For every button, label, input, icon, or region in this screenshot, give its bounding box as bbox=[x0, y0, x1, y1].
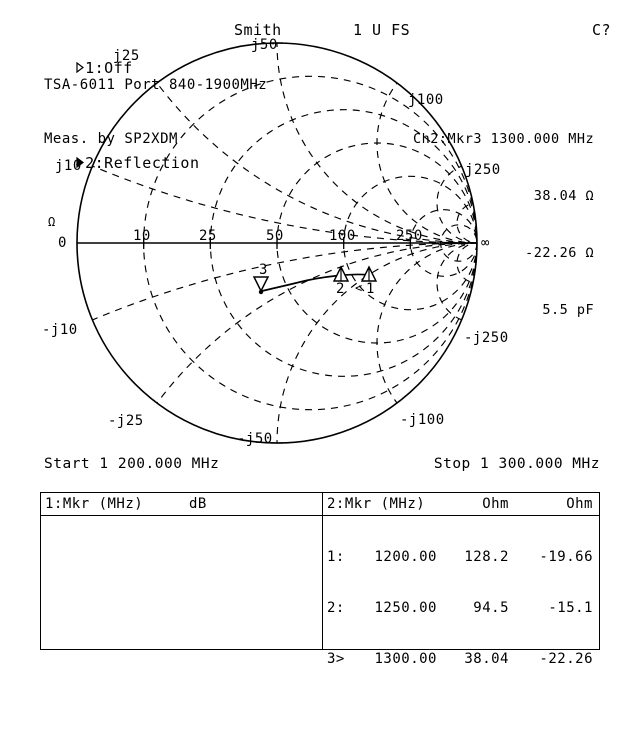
smith-real-label-10: 10 bbox=[133, 228, 151, 244]
smith-chart-canvas bbox=[76, 42, 478, 444]
smith-imag-label-neg-j25: -j25 bbox=[108, 413, 144, 429]
smith-real-label-50: 50 bbox=[266, 228, 284, 244]
marker-table-2-header-freq: 2:Mkr (MHz) bbox=[327, 496, 426, 512]
trace-marker-1-label: 1 bbox=[366, 281, 375, 297]
smith-imag-label-j25: j25 bbox=[113, 48, 140, 64]
table-row[interactable]: 3> 1300.00 38.04 -22.26 bbox=[323, 650, 599, 669]
marker-table-2-header-ohm-imag: Ohm bbox=[566, 496, 593, 512]
scale-label[interactable]: 1 U FS bbox=[353, 21, 411, 39]
smith-imag-label-j100: j100 bbox=[408, 92, 444, 108]
format-label[interactable]: Smith bbox=[234, 21, 282, 39]
smith-unit-label: Ω bbox=[48, 215, 56, 229]
status-block: 1:Off 2:Reflection bbox=[38, 2, 200, 211]
table-row[interactable]: 2: 1250.00 94.5 -15.1 bbox=[323, 599, 599, 618]
marker-table-2-header-ohm-real: Ohm bbox=[482, 496, 509, 512]
channel-row-2[interactable]: 2:Reflection bbox=[38, 135, 200, 192]
chart-caption: TSA-6011 Port 840-1900MHz Meas. by SP2XD… bbox=[44, 40, 267, 166]
row-1-index: 2: bbox=[327, 600, 345, 616]
trace-marker-1-pointer-icon: < bbox=[355, 281, 363, 295]
trace-marker-3-active[interactable] bbox=[252, 276, 270, 293]
marker-table-channel-2: 2:Mkr (MHz) Ohm Ohm 1: 1200.00 128.2 -19… bbox=[323, 493, 599, 667]
channel-active-triangle-icon bbox=[76, 156, 85, 169]
row-1-resistance: 94.5 bbox=[473, 600, 509, 616]
smith-imag-label-neg-j100: -j100 bbox=[400, 412, 445, 428]
marker-table-2-body: 1: 1200.00 128.2 -19.66 2: 1250.00 94.5 … bbox=[323, 516, 599, 701]
trace-marker-2-label: 2 bbox=[336, 281, 345, 297]
smith-imag-label-neg-j10: -j10 bbox=[42, 322, 78, 338]
trace-marker-2[interactable] bbox=[332, 265, 350, 282]
row-2-resistance: 38.04 bbox=[464, 651, 509, 667]
chart-caption-line-1: TSA-6011 Port 840-1900MHz bbox=[44, 77, 268, 93]
trace-marker-3-label: 3 bbox=[259, 262, 268, 278]
smith-imag-label-neg-j250: -j250 bbox=[464, 330, 509, 346]
marker-table-1-header: 1:Mkr (MHz) dB bbox=[41, 493, 322, 516]
smith-real-label-25: 25 bbox=[199, 228, 217, 244]
marker-readout-title: Ch2:Mkr3 1300.000 MHz bbox=[413, 131, 595, 147]
marker-table-1-header-db: dB bbox=[189, 496, 207, 512]
row-2-reactance: -22.26 bbox=[539, 651, 593, 667]
marker-table-2-header: 2:Mkr (MHz) Ohm Ohm bbox=[323, 493, 599, 516]
smith-imag-label-j250: j250 bbox=[465, 162, 501, 178]
reactance-arcs bbox=[77, 43, 477, 443]
smith-real-label-100: 100 bbox=[329, 228, 356, 244]
row-0-resistance: 128.2 bbox=[464, 549, 509, 565]
marker-readout: Ch2:Mkr3 1300.000 MHz 38.04 Ω -22.26 Ω 5… bbox=[413, 92, 594, 339]
smith-imag-label-neg-j50: -j50 bbox=[237, 431, 273, 447]
channel-1-label: 1:Off bbox=[85, 59, 133, 77]
sweep-start-label[interactable]: Start 1 200.000 MHz bbox=[44, 456, 220, 472]
smith-imag-label-j10: j10 bbox=[55, 158, 82, 174]
table-row[interactable]: 1: 1200.00 128.2 -19.66 bbox=[323, 548, 599, 567]
marker-tables: 1:Mkr (MHz) dB 2:Mkr (MHz) Ohm Ohm 1: 12… bbox=[40, 492, 600, 667]
channel-2-label: 2:Reflection bbox=[85, 154, 200, 172]
row-2-index: 3> bbox=[327, 651, 345, 667]
smith-imag-label-j50: j50 bbox=[251, 37, 278, 53]
row-1-frequency: 1250.00 bbox=[374, 600, 437, 616]
chart-caption-line-2: Meas. by SP2XDM bbox=[44, 131, 178, 147]
sweep-stop-label[interactable]: Stop 1 300.000 MHz bbox=[433, 456, 600, 472]
marker-readout-capacitance: 5.5 pF bbox=[542, 302, 595, 318]
smith-origin-label: 0 bbox=[58, 235, 67, 251]
row-0-index: 1: bbox=[327, 549, 345, 565]
reflection-trace bbox=[261, 273, 370, 292]
cal-status-label[interactable]: C? bbox=[592, 21, 612, 39]
marker-table-1-header-freq: 1:Mkr (MHz) bbox=[45, 496, 144, 512]
smith-infinity-label: ∞ bbox=[481, 235, 490, 251]
row-1-reactance: -15.1 bbox=[548, 600, 593, 616]
smith-real-label-250: 250 bbox=[396, 228, 423, 244]
trace-marker-1[interactable] bbox=[360, 265, 378, 282]
row-0-reactance: -19.66 bbox=[539, 549, 593, 565]
channel-inactive-triangle-icon bbox=[76, 61, 85, 74]
marker-table-channel-1: 1:Mkr (MHz) dB bbox=[41, 493, 323, 649]
smith-chart[interactable]: Ω 0 ∞ 10 25 50 100 250 j10 j25 j50 j100 … bbox=[0, 0, 640, 470]
marker-readout-reactance: -22.26 Ω bbox=[525, 245, 595, 261]
channel-row-1[interactable]: 1:Off bbox=[38, 40, 200, 97]
axis-ticks bbox=[143, 42, 411, 444]
row-0-frequency: 1200.00 bbox=[374, 549, 437, 565]
marker-readout-resistance: 38.04 Ω bbox=[533, 188, 595, 204]
row-2-frequency: 1300.00 bbox=[374, 651, 437, 667]
